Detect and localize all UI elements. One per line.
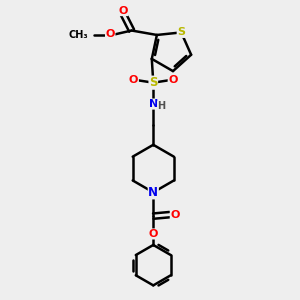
Text: S: S	[149, 76, 158, 89]
Text: O: O	[118, 6, 128, 16]
Text: O: O	[106, 29, 115, 39]
Text: N: N	[148, 186, 158, 199]
Text: N: N	[149, 99, 158, 109]
Text: O: O	[129, 75, 138, 85]
Text: S: S	[177, 27, 185, 38]
Text: CH₃: CH₃	[69, 30, 88, 40]
Text: O: O	[170, 210, 180, 220]
Text: O: O	[168, 75, 178, 85]
Text: H: H	[158, 101, 166, 111]
Text: O: O	[148, 229, 158, 239]
